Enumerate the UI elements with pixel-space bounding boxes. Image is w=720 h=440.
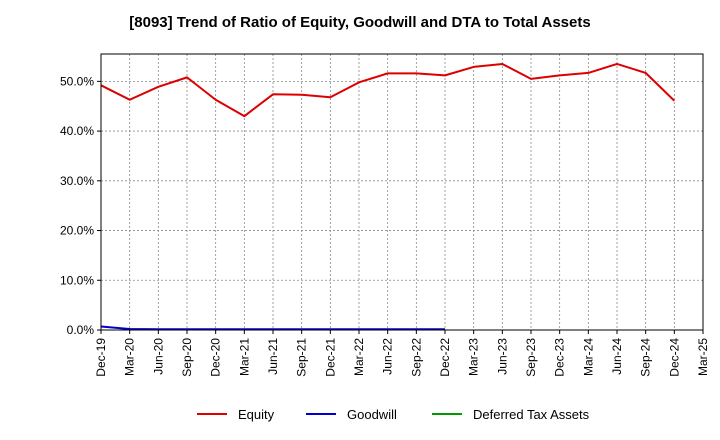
- x-tick-label: Jun-22: [381, 338, 395, 375]
- x-tick-label: Mar-22: [352, 338, 366, 376]
- x-tick-label: Sep-20: [180, 338, 194, 377]
- x-tick-label: Dec-20: [209, 338, 223, 377]
- x-axis-ticks: Dec-19 Mar-20 Jun-20 Sep-20 Dec-20 Mar-21 Jun-…: [94, 330, 710, 377]
- legend-label-goodwill: Goodwill: [347, 407, 397, 422]
- x-tick-label: Jun-20: [151, 338, 165, 375]
- plot-background: [101, 54, 703, 330]
- x-tick-label: Sep-23: [524, 338, 538, 377]
- x-tick-label: Dec-24: [667, 338, 681, 377]
- plot-frame: [100, 53, 704, 331]
- x-tick-label: Jun-24: [610, 338, 624, 375]
- y-tick-label: 20.0%: [60, 224, 94, 238]
- series-lines: [100, 62, 676, 331]
- y-tick-label: 50.0%: [60, 74, 94, 88]
- x-tick-label: Dec-21: [323, 338, 337, 377]
- x-tick-label: Mar-24: [581, 338, 595, 376]
- x-tick-label: Dec-23: [553, 338, 567, 377]
- x-tick-label: Dec-22: [438, 338, 452, 377]
- y-tick-label: 0.0%: [67, 323, 95, 337]
- x-tick-label: Dec-19: [94, 338, 108, 377]
- x-tick-label: Mar-25: [696, 338, 710, 376]
- y-tick-label: 40.0%: [60, 124, 94, 138]
- x-tick-label: Sep-22: [409, 338, 423, 377]
- x-tick-label: Mar-20: [123, 338, 137, 376]
- x-tick-label: Mar-23: [467, 338, 481, 376]
- x-tick-label: Jun-23: [495, 338, 509, 375]
- y-tick-label: 10.0%: [60, 273, 94, 287]
- x-tick-label: Sep-24: [639, 338, 653, 377]
- y-tick-label: 30.0%: [60, 174, 94, 188]
- x-tick-label: Mar-21: [237, 338, 251, 376]
- legend-label-deferred-tax-assets: Deferred Tax Assets: [473, 407, 590, 422]
- x-tick-label: Jun-21: [266, 338, 280, 375]
- x-tick-label: Sep-21: [295, 338, 309, 377]
- legend-label-equity: Equity: [238, 407, 275, 422]
- chart-title: [8093] Trend of Ratio of Equity, Goodwil…: [129, 14, 591, 31]
- legend: Equity Goodwill Deferred Tax Assets: [197, 407, 590, 422]
- y-axis-ticks: 0.0% 10.0% 20.0% 30.0% 40.0% 50.0%: [60, 74, 101, 337]
- grid-lines: [101, 54, 703, 330]
